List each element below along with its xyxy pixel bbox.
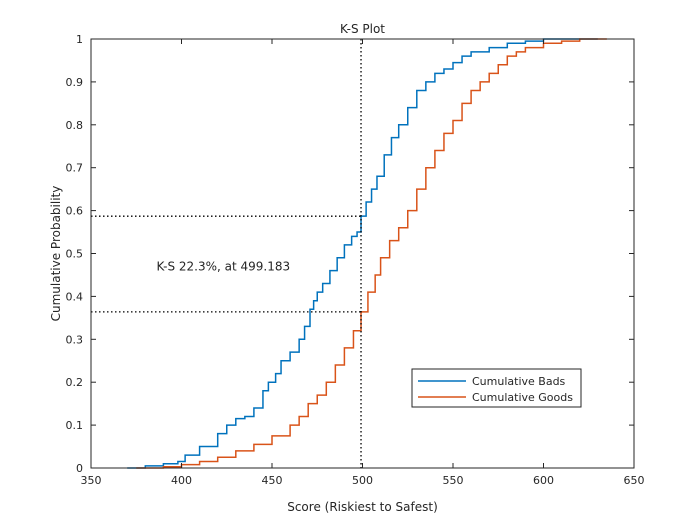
x-tick-label: 550 (443, 474, 464, 487)
y-tick-label: 0.8 (66, 119, 84, 132)
y-tick-label: 0 (76, 462, 83, 475)
y-tick-label: 0.1 (66, 419, 84, 432)
ks-annotation: K-S 22.3%, at 499.183 (157, 259, 291, 273)
y-axis-label: Cumulative Probability (49, 186, 63, 322)
x-tick-label: 350 (81, 474, 102, 487)
legend-box (411, 368, 582, 408)
series-line-1 (136, 38, 607, 469)
x-tick-label: 450 (262, 474, 283, 487)
x-axis-label: Score (Riskiest to Safest) (287, 500, 438, 514)
y-tick-label: 0.9 (66, 76, 84, 89)
ks-guides (91, 39, 362, 468)
y-tick-label: 0.4 (66, 290, 84, 303)
series-group (127, 38, 607, 469)
y-tick-label: 0.7 (66, 162, 84, 175)
chart-title: K-S Plot (340, 22, 385, 36)
x-tick-label: 600 (533, 474, 554, 487)
y-tick-label: 0.5 (66, 248, 84, 261)
legend-label-goods: Cumulative Goods (472, 391, 573, 404)
series-line-0 (127, 38, 598, 469)
legend: Cumulative Bads Cumulative Goods (411, 368, 582, 408)
y-tick-label: 0.6 (66, 205, 84, 218)
x-tick-label: 500 (352, 474, 373, 487)
x-tick-label: 650 (624, 474, 645, 487)
y-tick-label: 0.2 (66, 376, 84, 389)
y-tick-label: 1 (76, 33, 83, 46)
x-tick-label: 400 (171, 474, 192, 487)
axes-group: 350 400 450 500 550 600 650 0 0.1 0.2 0.3 0.4 0.5 0.6… (66, 33, 645, 487)
y-tick-label: 0.3 (66, 333, 84, 346)
legend-label-bads: Cumulative Bads (472, 375, 566, 388)
